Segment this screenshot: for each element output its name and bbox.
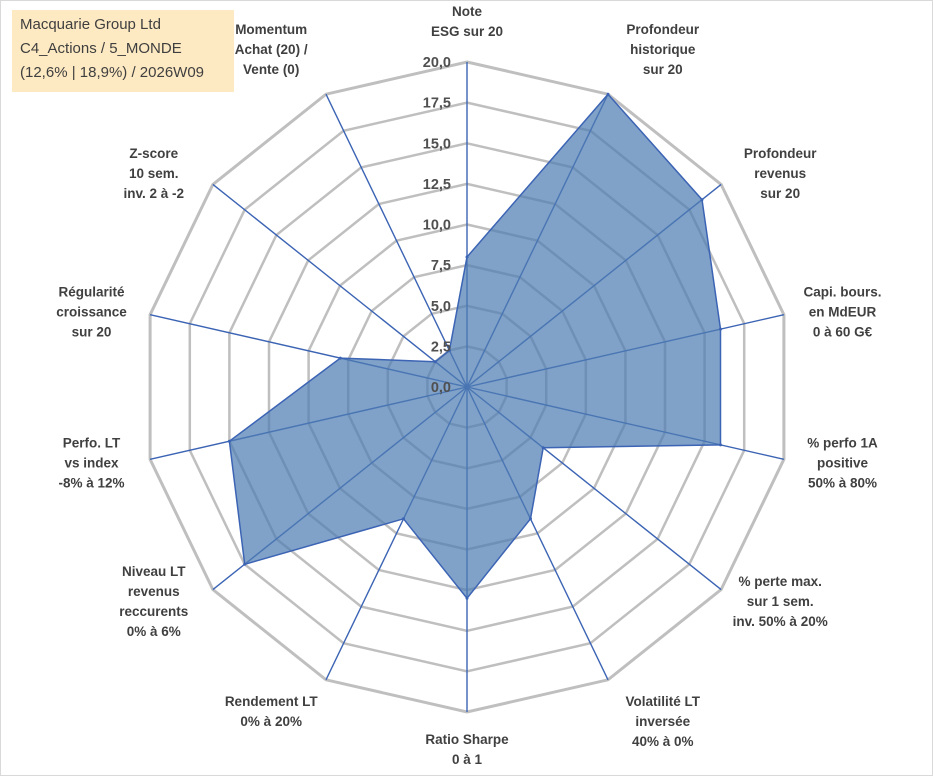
category-label-line: 40% à 0% bbox=[632, 734, 694, 749]
data-point-8 bbox=[402, 517, 405, 521]
category-label-line: revenus bbox=[754, 166, 806, 181]
data-point-2 bbox=[700, 198, 704, 202]
data-point-12 bbox=[433, 360, 437, 364]
data-point-1 bbox=[606, 92, 610, 96]
category-label-line: -8% à 12% bbox=[58, 475, 124, 490]
series-area-0 bbox=[228, 93, 722, 600]
category-label-line: revenus bbox=[128, 584, 180, 599]
category-label-1: Profondeur historique sur 20 bbox=[626, 22, 699, 77]
tick-label: 0,0 bbox=[431, 380, 451, 396]
category-label-line: croissance bbox=[56, 305, 127, 320]
data-point-13 bbox=[447, 348, 451, 352]
category-label-10: Perfo. LT vs index -8% à 12% bbox=[58, 435, 124, 490]
category-label-line: Z-score bbox=[129, 146, 178, 161]
title-line-portfolio: C4_Actions / 5_MONDE bbox=[20, 40, 182, 57]
category-label-line: ESG sur 20 bbox=[431, 24, 503, 39]
tick-label: 20,0 bbox=[423, 55, 451, 71]
category-label-line: Ratio Sharpe bbox=[425, 732, 509, 747]
category-label-9: Niveau LT revenus reccurents 0% à 6% bbox=[119, 564, 188, 639]
category-label-line: inversée bbox=[635, 714, 690, 729]
category-label-11: Régularité croissance sur 20 bbox=[56, 285, 127, 340]
category-label-6: Volatilité LT inversée 40% à 0% bbox=[626, 694, 701, 749]
title-line-stats: (12,6% | 18,9%) / 2026W09 bbox=[20, 64, 204, 81]
tick-label: 2,5 bbox=[431, 339, 451, 355]
category-label-4: % perfo 1A positive 50% à 80% bbox=[807, 435, 878, 490]
category-label-line: 0% à 6% bbox=[127, 624, 181, 639]
category-label-3: Capi. bours. en MdEUR 0 à 60 G€ bbox=[803, 285, 881, 340]
category-label-5: % perte max. sur 1 sem. inv. 50% à 20% bbox=[733, 574, 828, 629]
category-label-7: Ratio Sharpe 0 à 1 bbox=[425, 732, 509, 767]
category-label-line: 0% à 20% bbox=[240, 714, 302, 729]
tick-label: 5,0 bbox=[431, 299, 451, 315]
data-point-5 bbox=[541, 446, 545, 450]
category-label-line: positive bbox=[817, 455, 869, 470]
category-label-line: Régularité bbox=[58, 285, 125, 300]
title-line-company: Macquarie Group Ltd bbox=[20, 16, 161, 33]
data-point-11 bbox=[338, 356, 342, 360]
category-label-line: % perfo 1A bbox=[807, 435, 878, 450]
category-label-line: reccurents bbox=[119, 604, 188, 619]
data-point-4 bbox=[719, 443, 722, 447]
category-label-0: Note ESG sur 20 bbox=[431, 4, 503, 39]
category-label-line: % perte max. bbox=[739, 574, 822, 589]
category-label-line: Profondeur bbox=[744, 146, 817, 161]
category-label-line: Note bbox=[452, 4, 482, 19]
data-point-3 bbox=[719, 327, 722, 331]
category-label-line: Capi. bours. bbox=[803, 285, 881, 300]
category-label-12: Z-score 10 sem. inv. 2 à -2 bbox=[124, 146, 185, 201]
category-label-line: 50% à 80% bbox=[808, 475, 877, 490]
category-label-line: Vente (0) bbox=[243, 62, 299, 77]
category-label-line: Perfo. LT bbox=[63, 435, 121, 450]
data-point-0 bbox=[465, 255, 469, 259]
category-label-line: sur 20 bbox=[643, 62, 683, 77]
radar-series bbox=[227, 92, 722, 600]
data-point-7 bbox=[465, 596, 469, 600]
category-label-line: 0 à 1 bbox=[452, 752, 483, 767]
tick-label: 10,0 bbox=[423, 218, 451, 234]
category-label-line: inv. 50% à 20% bbox=[733, 614, 828, 629]
category-label-line: Achat (20) / bbox=[235, 42, 308, 57]
category-label-line: Volatilité LT bbox=[626, 694, 701, 709]
category-label-line: inv. 2 à -2 bbox=[124, 186, 185, 201]
data-point-10 bbox=[227, 439, 231, 443]
tick-label: 12,5 bbox=[423, 177, 451, 193]
category-label-line: sur 20 bbox=[72, 325, 112, 340]
category-label-line: historique bbox=[630, 42, 696, 57]
category-label-line: sur 1 sem. bbox=[747, 594, 814, 609]
category-label-line: en MdEUR bbox=[809, 305, 877, 320]
tick-label: 7,5 bbox=[431, 258, 451, 274]
category-label-8: Rendement LT 0% à 20% bbox=[225, 694, 319, 729]
category-label-2: Profondeur revenus sur 20 bbox=[744, 146, 817, 201]
category-label-line: Momentum bbox=[235, 22, 307, 37]
axis-spoke-12 bbox=[212, 183, 468, 388]
category-label-line: sur 20 bbox=[760, 186, 800, 201]
category-label-13: Momentum Achat (20) / Vente (0) bbox=[235, 22, 308, 77]
tick-label: 15,0 bbox=[423, 136, 451, 152]
chart-title-box: Macquarie Group Ltd C4_Actions / 5_MONDE… bbox=[12, 10, 234, 92]
data-point-9 bbox=[243, 562, 247, 566]
category-label-line: Rendement LT bbox=[225, 694, 319, 709]
category-label-line: 0 à 60 G€ bbox=[813, 325, 873, 340]
category-label-line: 10 sem. bbox=[129, 166, 179, 181]
radar-tick-labels: 0,0 2,5 5,0 7,5 10,0 12,5 15,0 17,5 20,0 bbox=[423, 55, 451, 396]
tick-label: 17,5 bbox=[423, 96, 451, 112]
category-label-line: Profondeur bbox=[626, 22, 699, 37]
axis-spoke-13 bbox=[325, 93, 468, 388]
data-point-6 bbox=[529, 517, 532, 521]
category-label-line: vs index bbox=[64, 455, 119, 470]
radar-category-labels: Note ESG sur 20 Profondeur historique sur 20… bbox=[56, 4, 881, 767]
category-label-line: Niveau LT bbox=[122, 564, 186, 579]
